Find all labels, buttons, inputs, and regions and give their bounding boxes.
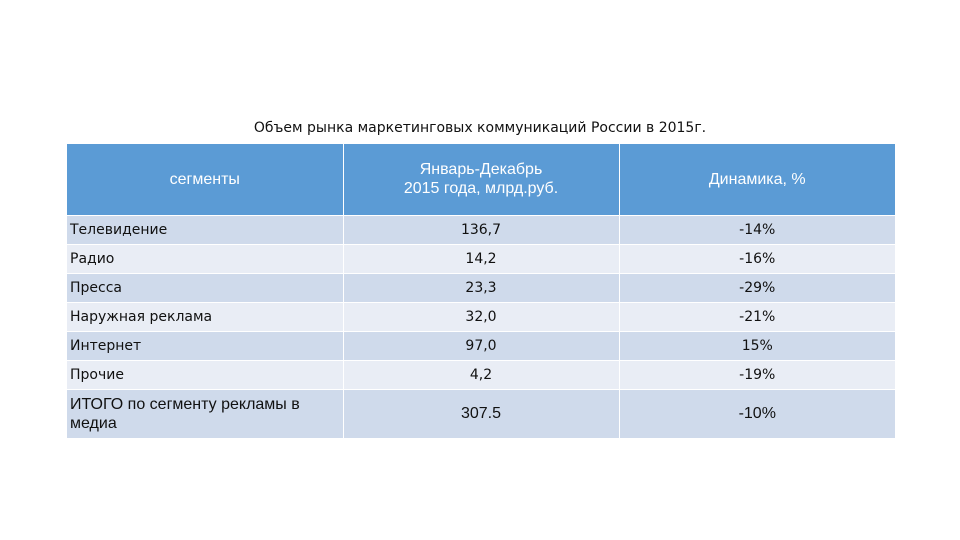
dynamics-cell: -14% bbox=[619, 214, 895, 244]
market-table: сегменты Январь-Декабрь 2015 года, млрд.… bbox=[67, 144, 895, 438]
dynamics-cell: -19% bbox=[619, 359, 895, 389]
header-row: сегменты Январь-Декабрь 2015 года, млрд.… bbox=[67, 144, 895, 215]
segment-cell: Радио bbox=[67, 243, 344, 273]
volume-cell: 4,2 bbox=[343, 359, 620, 389]
table-row: Прочие 4,2 -19% bbox=[67, 359, 895, 389]
total-row: ИТОГО по сегменту рекламы в медиа 307.5 … bbox=[67, 388, 895, 438]
header-segments: сегменты bbox=[67, 144, 344, 215]
segment-cell: Прочие bbox=[67, 359, 344, 389]
volume-cell: 14,2 bbox=[343, 243, 620, 273]
table-row: Пресса 23,3 -29% bbox=[67, 272, 895, 302]
table-row: Наружная реклама 32,0 -21% bbox=[67, 301, 895, 331]
volume-cell: 136,7 bbox=[343, 214, 620, 244]
segment-cell: Интернет bbox=[67, 330, 344, 360]
dynamics-cell: -29% bbox=[619, 272, 895, 302]
dynamics-cell: -21% bbox=[619, 301, 895, 331]
header-volume: Январь-Декабрь 2015 года, млрд.руб. bbox=[343, 144, 620, 215]
table-row: Радио 14,2 -16% bbox=[67, 243, 895, 273]
volume-cell: 23,3 bbox=[343, 272, 620, 302]
volume-cell: 32,0 bbox=[343, 301, 620, 331]
total-segment-cell: ИТОГО по сегменту рекламы в медиа bbox=[67, 388, 344, 438]
header-dynamics: Динамика, % bbox=[619, 144, 895, 215]
dynamics-cell: 15% bbox=[619, 330, 895, 360]
total-dynamics-cell: -10% bbox=[619, 388, 895, 438]
dynamics-cell: -16% bbox=[619, 243, 895, 273]
table-title: Объем рынка маркетинговых коммуникаций Р… bbox=[253, 120, 707, 136]
table-row: Телевидение 136,7 -14% bbox=[67, 214, 895, 244]
segment-cell: Наружная реклама bbox=[67, 301, 344, 331]
segment-cell: Телевидение bbox=[67, 214, 344, 244]
segment-cell: Пресса bbox=[67, 272, 344, 302]
volume-cell: 97,0 bbox=[343, 330, 620, 360]
total-volume-cell: 307.5 bbox=[343, 388, 620, 438]
table-row: Интернет 97,0 15% bbox=[67, 330, 895, 360]
